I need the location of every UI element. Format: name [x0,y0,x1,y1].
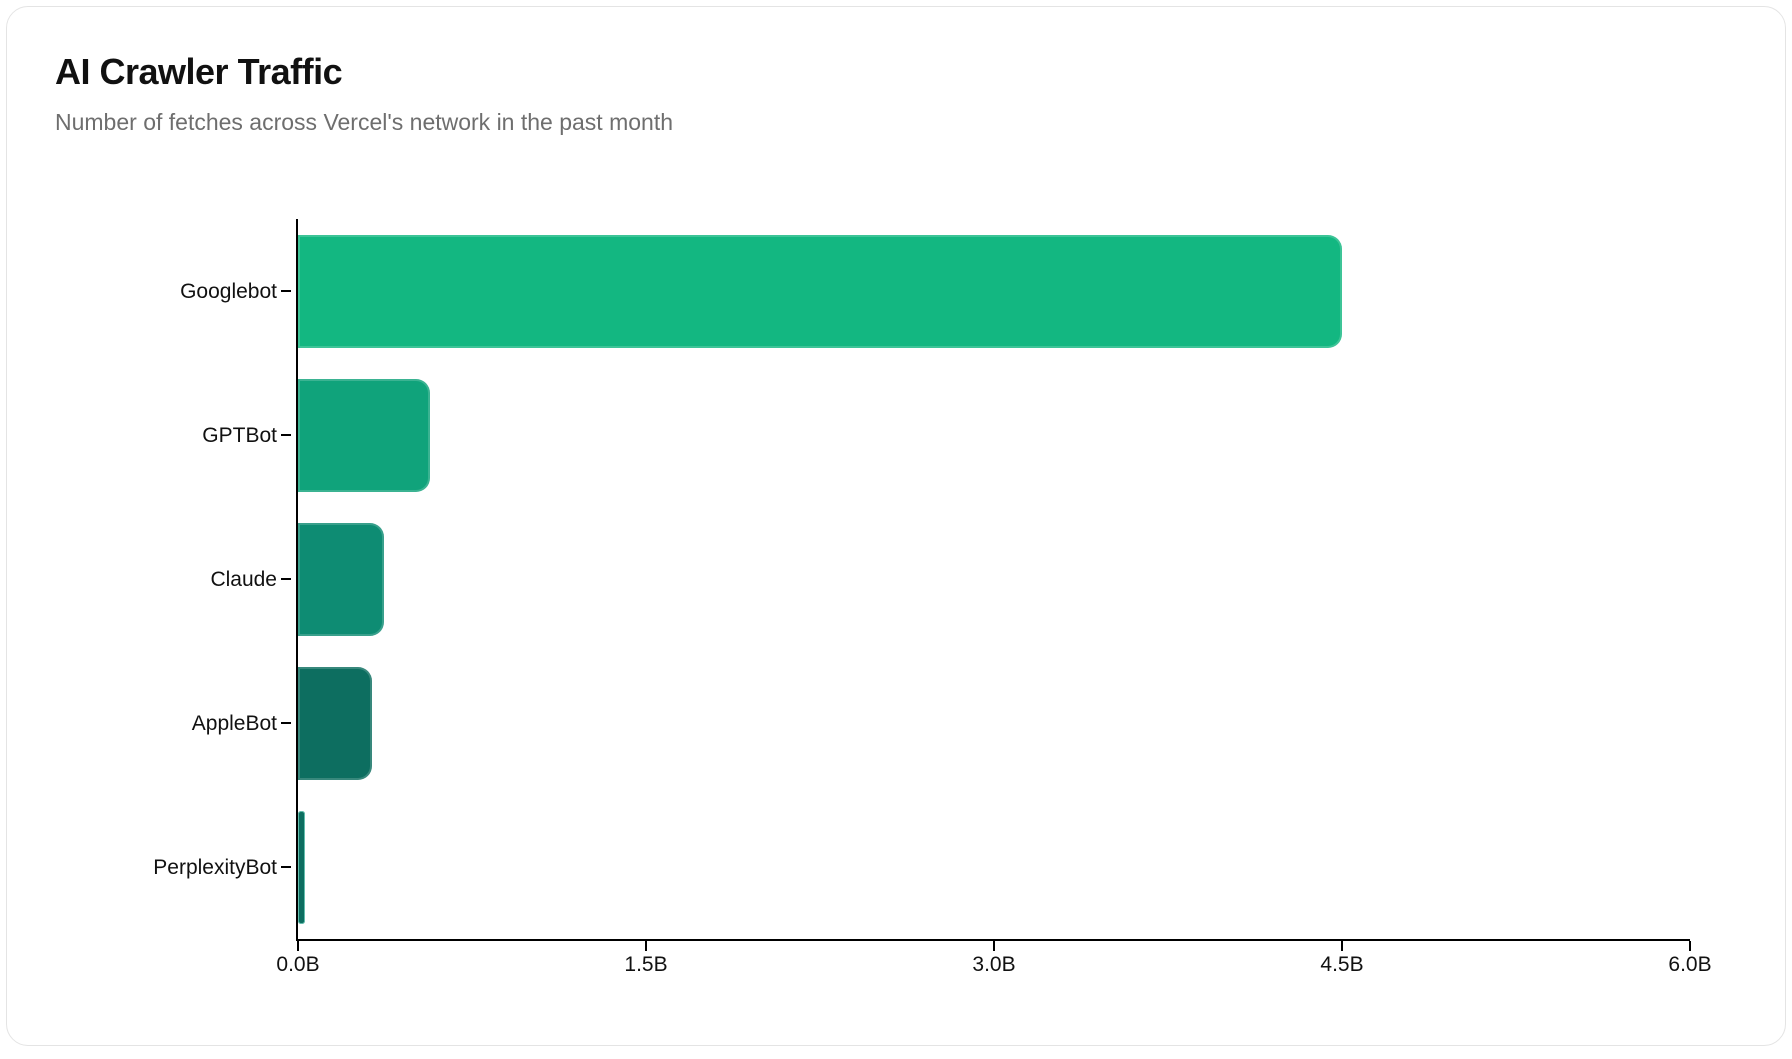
y-tick-mark [281,866,291,868]
x-tick-mark [993,941,995,951]
x-axis-line [296,939,1690,941]
x-tick-mark [1689,941,1691,951]
bar-perplexitybot [298,811,305,924]
x-tick-label: 0.0B [276,953,320,976]
category-label: AppleBot [191,712,277,735]
category-label: GPTBot [202,424,277,447]
y-tick-mark [281,578,291,580]
bar-gptbot [298,379,430,492]
chart-title: AI Crawler Traffic [55,51,343,92]
x-tick-mark [645,941,647,951]
y-tick-mark [281,290,291,292]
y-axis-line [296,219,298,939]
x-tick-label: 6.0B [1668,953,1712,976]
category-label: Googlebot [180,280,277,303]
x-tick-label: 3.0B [972,953,1016,976]
x-tick-label: 1.5B [624,953,668,976]
bar-applebot [298,667,372,780]
bar-chart: Googlebot GPTBot Claude AppleBot PerplexityB… [7,7,1792,1059]
chart-subtitle: Number of fetches across Vercel's networ… [55,109,674,135]
x-tick-mark [1341,941,1343,951]
x-tick-label: 4.5B [1320,953,1364,976]
bar-claude [298,523,384,636]
category-label: PerplexityBot [153,856,277,879]
bar-googlebot [298,235,1342,348]
x-tick-mark [297,941,299,951]
category-label: Claude [210,568,277,591]
y-tick-mark [281,722,291,724]
chart-card: AI Crawler Traffic Number of fetches acr… [6,6,1786,1046]
y-tick-mark [281,434,291,436]
